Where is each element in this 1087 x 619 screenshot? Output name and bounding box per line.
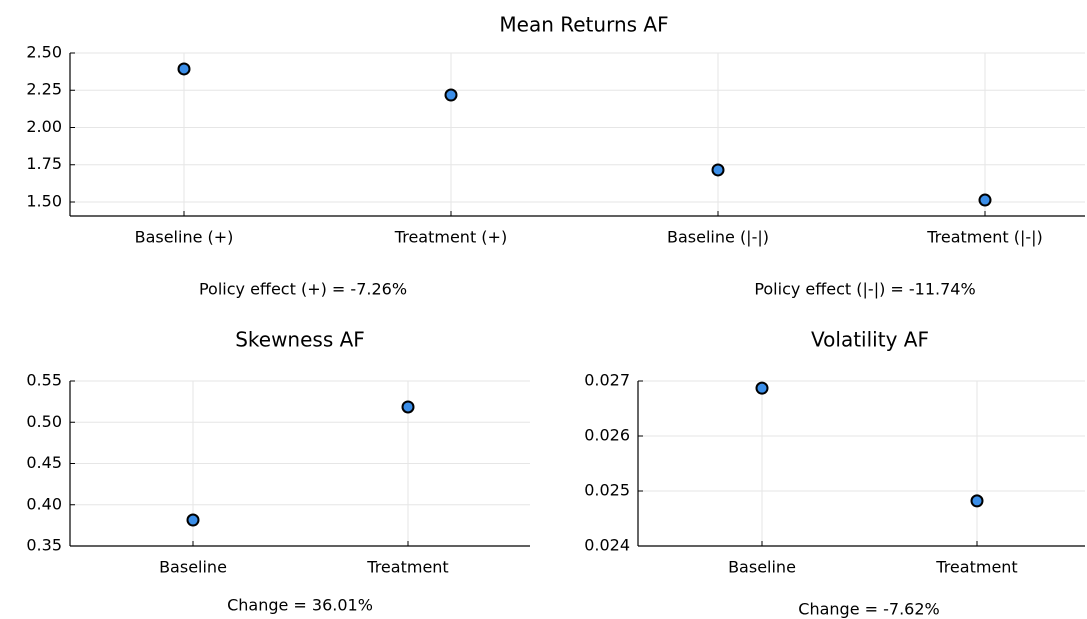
- annotation: Policy effect (+) = -7.26%: [199, 280, 407, 299]
- chart-title: Volatility AF: [811, 328, 929, 352]
- y-tick-label: 0.40: [26, 494, 62, 513]
- y-tick-label: 0.35: [26, 536, 62, 555]
- y-tick-label: 0.55: [26, 371, 62, 390]
- y-tick-label: 1.75: [26, 154, 62, 173]
- point: [978, 193, 992, 207]
- y-tick-label: 1.50: [26, 191, 62, 210]
- x-tick-label: Treatment: [366, 558, 448, 577]
- chart-title: Skewness AF: [235, 328, 365, 352]
- point: [755, 381, 769, 395]
- point: [186, 513, 200, 527]
- x-tick-label: Baseline (|-|): [667, 228, 769, 247]
- point: [711, 163, 725, 177]
- x-tick-label: Baseline: [728, 558, 796, 577]
- y-tick-label: 2.50: [26, 43, 62, 62]
- chart-title: Mean Returns AF: [499, 13, 668, 37]
- x-tick-label: Baseline (+): [135, 228, 234, 247]
- x-tick-label: Baseline: [159, 558, 227, 577]
- y-tick-label: 0.50: [26, 412, 62, 431]
- y-tick-label: 0.026: [584, 426, 630, 445]
- point: [444, 88, 458, 102]
- annotation: Policy effect (|-|) = -11.74%: [754, 280, 975, 299]
- x-tick-label: Treatment (+): [394, 228, 507, 247]
- annotation: Change = -7.62%: [798, 600, 939, 619]
- y-tick-label: 0.025: [584, 481, 630, 500]
- point: [401, 400, 415, 414]
- y-tick-label: 0.024: [584, 536, 630, 555]
- x-tick-label: Treatment (|-|): [926, 228, 1043, 247]
- y-tick-label: 2.00: [26, 117, 62, 136]
- y-tick-label: 0.027: [584, 371, 630, 390]
- point: [177, 62, 191, 76]
- x-tick-label: Treatment: [935, 558, 1017, 577]
- annotation: Change = 36.01%: [227, 596, 373, 615]
- y-tick-label: 2.25: [26, 80, 62, 99]
- y-tick-label: 0.45: [26, 453, 62, 472]
- point: [970, 494, 984, 508]
